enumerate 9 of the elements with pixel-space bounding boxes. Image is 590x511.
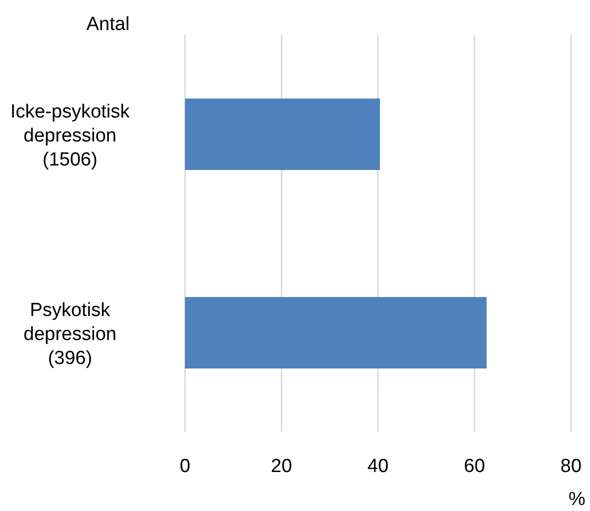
y-axis-title: Antal [86, 14, 130, 35]
y-tick-label: Psykotisk depression (396) [24, 300, 116, 369]
x-tick-label: 0 [180, 456, 190, 477]
x-tick-label: 20 [270, 456, 292, 477]
x-tick-label: 60 [464, 456, 486, 477]
x-tick-label: 80 [560, 456, 582, 477]
x-axis-title: % [568, 489, 586, 510]
x-tick-label: 40 [367, 456, 389, 477]
y-tick-label: Icke-psykotisk depression (1506) [10, 101, 130, 170]
